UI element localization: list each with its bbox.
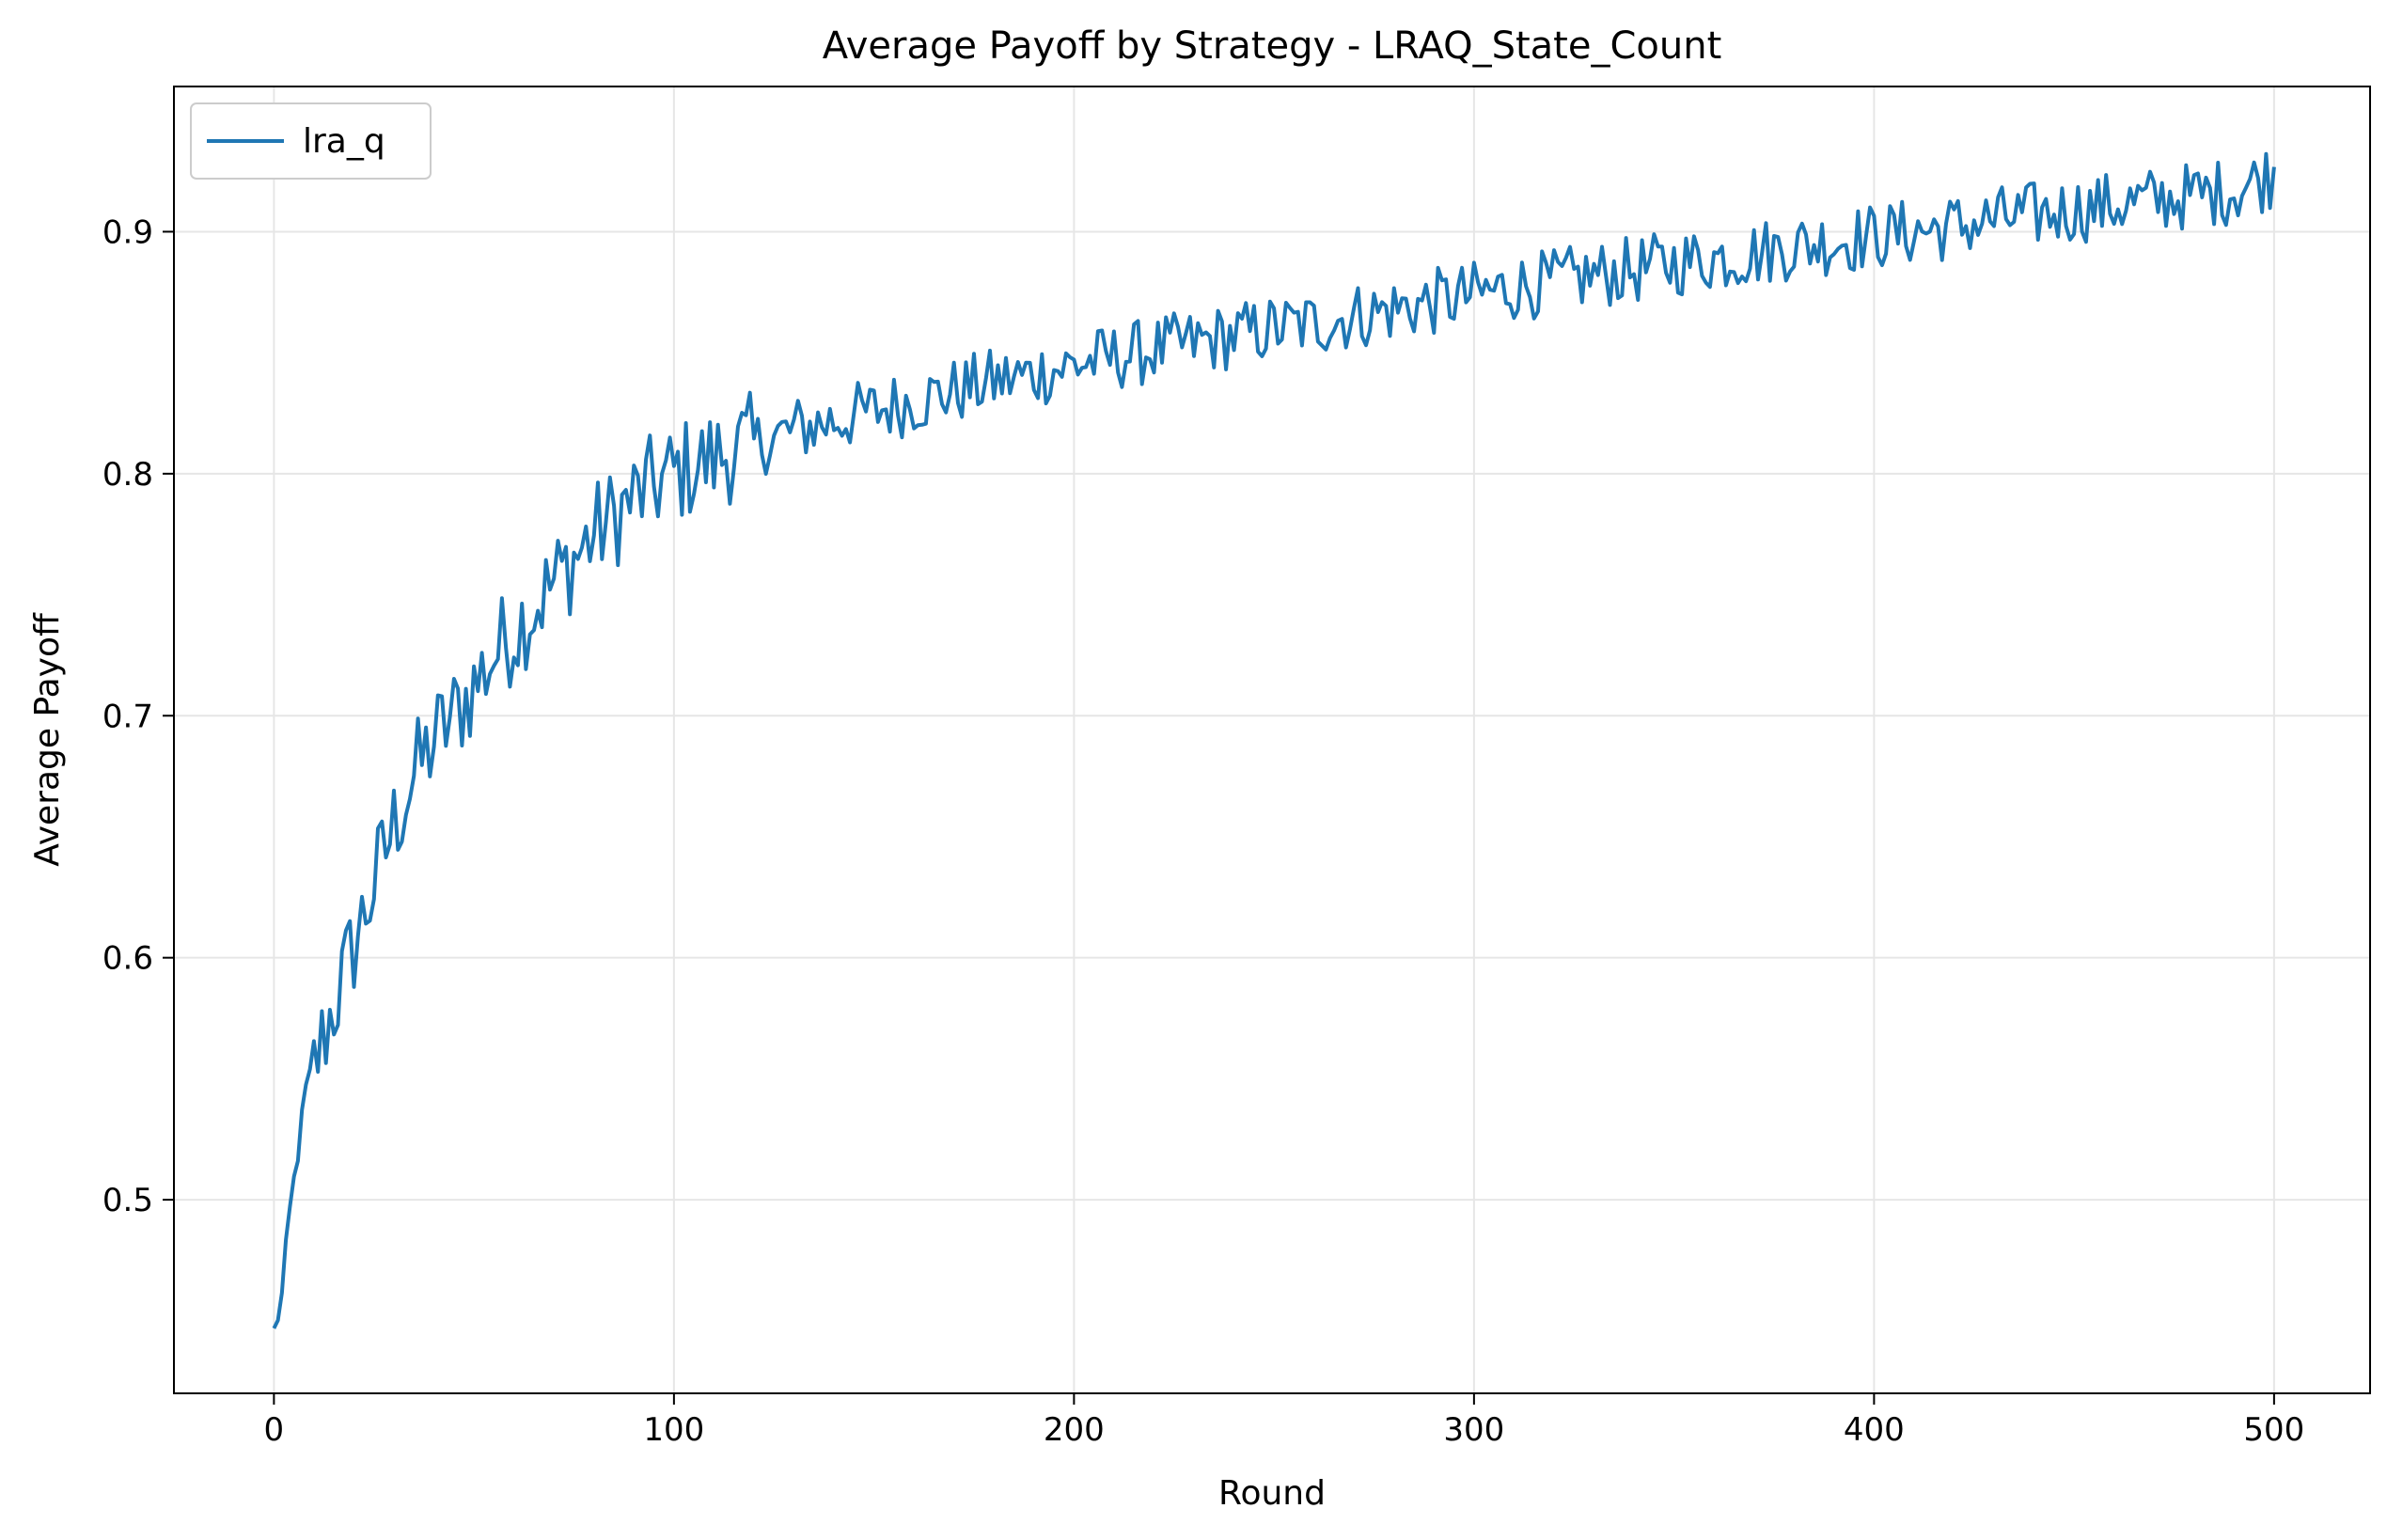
chart-title: Average Payoff by Strategy - LRAQ_State_… [823, 24, 1722, 68]
grid [174, 86, 2370, 1393]
x-axis-label: Round [1218, 1474, 1326, 1513]
x-tick-label: 500 [2243, 1411, 2304, 1449]
legend-box [190, 102, 432, 180]
x-tick-label: 300 [1443, 1411, 1504, 1449]
legend: lra_q [190, 102, 432, 180]
ticks: 0 100 200 300 400 500 0.5 0.6 0.7 0.8 0.9 [102, 213, 2304, 1449]
series-line-lra-q [272, 151, 2276, 1329]
y-tick-label: 0.6 [102, 940, 153, 978]
x-tick-label: 100 [643, 1411, 704, 1449]
legend-label-lra-q: lra_q [303, 122, 385, 161]
plot-frame [173, 86, 2371, 1394]
y-tick-label: 0.9 [102, 213, 153, 251]
y-axis-label: Average Payoff [28, 612, 67, 867]
y-tick-label: 0.7 [102, 698, 153, 735]
series-layer [272, 151, 2276, 1329]
y-tick-label: 0.5 [102, 1182, 153, 1219]
x-tick-label: 200 [1044, 1411, 1105, 1449]
x-tick-label: 400 [1844, 1411, 1905, 1449]
y-tick-label: 0.8 [102, 456, 153, 494]
x-tick-label: 0 [264, 1411, 285, 1449]
